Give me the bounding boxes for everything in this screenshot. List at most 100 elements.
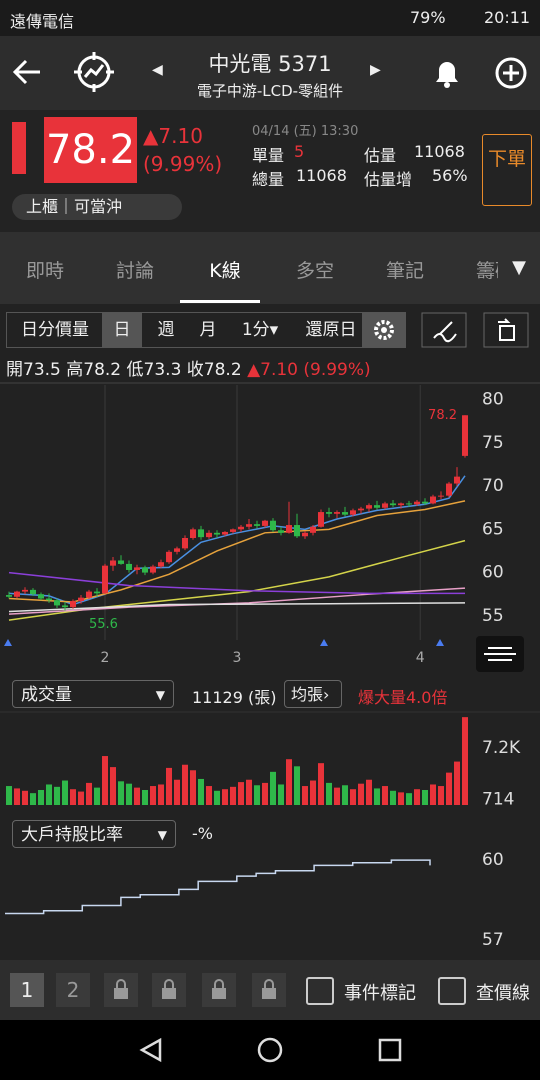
label: 單量 [252, 146, 285, 165]
label: 估量增 [364, 170, 413, 189]
toolbar-icons [362, 312, 529, 348]
volume-bar [318, 763, 324, 805]
bottom-bar: 1 2 事件標記 查價線 [0, 960, 540, 1020]
candle-body [318, 512, 324, 527]
draw-button[interactable] [421, 312, 467, 348]
nav-back[interactable] [139, 1037, 162, 1063]
volume-bar [246, 779, 252, 805]
volume-bar [198, 778, 204, 805]
status-bar: 遠傳電信 79% 20:11 [0, 0, 540, 36]
volume-bar [270, 771, 276, 805]
candle-body [278, 530, 284, 533]
page-button[interactable]: 1 [10, 973, 44, 1007]
volume-selector[interactable]: 成交量 ▼ [12, 680, 174, 708]
candle-body [350, 510, 356, 515]
trend-icon[interactable] [74, 52, 114, 92]
volume-bar [278, 784, 284, 805]
rotate-button[interactable] [483, 312, 529, 348]
indicator-selector[interactable]: 大戶持股比率 ▼ [12, 820, 176, 848]
next-stock[interactable]: ▶ [370, 62, 381, 78]
page-button[interactable]: 2 [56, 973, 90, 1007]
market-tag[interactable]: 上櫃｜可當沖 [12, 194, 182, 220]
y-tick-label: 7.2K [482, 738, 521, 758]
y-tick-label: 65 [482, 519, 504, 539]
checkbox[interactable] [306, 977, 334, 1005]
candle-body [222, 531, 228, 535]
volume-bar [158, 784, 164, 805]
volume-bar [366, 779, 372, 805]
volume-bar [238, 782, 244, 805]
market-tag-text: 上櫃｜可當沖 [26, 197, 123, 216]
candle-body [22, 589, 28, 592]
toolbar-button[interactable]: 還原日 [305, 320, 357, 340]
volume-bar [422, 790, 428, 805]
moving-average [8, 602, 466, 613]
candle-body [438, 495, 444, 497]
candle-body [390, 503, 396, 506]
tab[interactable]: 筆記 [385, 260, 424, 282]
period-button[interactable]: 週 [157, 320, 175, 340]
order-button[interactable]: 下單 [482, 134, 532, 206]
period-button[interactable]: 月 [199, 320, 217, 340]
volume-bar [414, 789, 420, 805]
toolbar-button[interactable]: 日分價量 [21, 320, 89, 340]
volume-bar [310, 780, 316, 805]
candle-body [342, 512, 348, 515]
candle-body [414, 501, 420, 505]
volume-bar [22, 790, 28, 805]
y-tick-label: 60 [482, 850, 504, 870]
bell-button[interactable] [430, 56, 464, 90]
volume-bar [206, 786, 212, 805]
candle-body [446, 483, 452, 496]
open: 開73.5 [6, 360, 61, 380]
selector-text: 成交量 [21, 685, 72, 705]
candle-body [422, 501, 428, 504]
candle-body [238, 526, 244, 530]
tab[interactable]: 多空 [295, 260, 334, 282]
volume-bar [262, 782, 268, 805]
back-button[interactable] [10, 54, 46, 90]
volume-bar [254, 785, 260, 805]
total-volume: 11068 [296, 166, 347, 185]
stock-industry: 電子中游-LCD-零組件 [196, 82, 344, 100]
candle-body [182, 538, 188, 549]
volume-bar [134, 787, 140, 805]
volume-bar [334, 787, 340, 805]
quote-panel: 78.2 ▲7.10 (9.99%) 04/14 (五) 13:30 單量 5 … [0, 110, 540, 232]
volume-bar [190, 770, 196, 805]
volume-bar [182, 764, 188, 805]
checkbox[interactable] [438, 977, 466, 1005]
candle-body [302, 532, 308, 537]
selector-text: 大戶持股比率 [21, 825, 123, 845]
tab[interactable]: 即時 [25, 260, 64, 282]
candle-body [54, 600, 60, 606]
candle-body [6, 595, 12, 597]
clock: 20:11 [484, 8, 531, 27]
nav-recent[interactable] [378, 1038, 402, 1062]
tab-more[interactable]: ▼ [498, 232, 540, 304]
volume-bar [118, 781, 124, 805]
volume-bar [398, 792, 404, 805]
candle-body [366, 505, 372, 509]
candle-body [334, 512, 340, 514]
label: 總量 [252, 170, 285, 189]
candle-body [78, 597, 84, 602]
volume-bar [166, 767, 172, 805]
period-button[interactable]: 日 [102, 312, 142, 348]
volume-bar [454, 761, 460, 805]
tab[interactable]: K線 [209, 260, 241, 282]
prev-stock[interactable]: ◀ [152, 62, 163, 78]
charts: 2 3 4 55 60 65 70 75 80 78.2 55.6 7.2K 714 57 60 [0, 382, 540, 950]
nav-home[interactable] [257, 1037, 283, 1063]
volume-bar [14, 788, 20, 805]
tab-indicator [180, 300, 260, 303]
candle-body [174, 548, 180, 552]
tab[interactable]: 討論 [115, 260, 154, 282]
period-button[interactable]: 1分▾ [241, 320, 279, 340]
battery: 79% [410, 8, 446, 27]
add-button[interactable] [494, 56, 528, 90]
avg-selector[interactable]: 均張› [284, 680, 342, 708]
candle-body [102, 565, 108, 594]
volume-bar [62, 780, 68, 805]
candle-body [158, 562, 164, 567]
